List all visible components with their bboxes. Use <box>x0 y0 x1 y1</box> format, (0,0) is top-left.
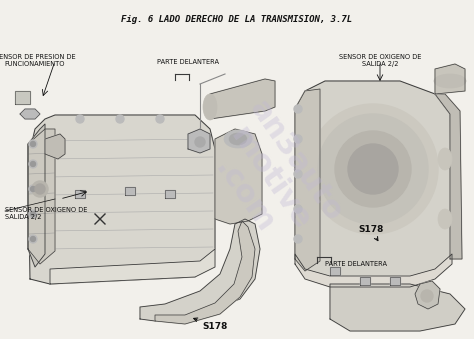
Text: S178: S178 <box>358 224 383 241</box>
Polygon shape <box>295 254 452 287</box>
Polygon shape <box>415 281 440 309</box>
Circle shape <box>29 140 37 148</box>
Polygon shape <box>188 129 210 153</box>
Circle shape <box>32 181 48 197</box>
Polygon shape <box>215 129 262 224</box>
Polygon shape <box>50 249 215 284</box>
Polygon shape <box>210 79 275 119</box>
Circle shape <box>294 235 302 243</box>
Circle shape <box>30 141 36 146</box>
Ellipse shape <box>438 148 452 170</box>
Polygon shape <box>125 187 135 195</box>
Polygon shape <box>28 115 215 284</box>
Ellipse shape <box>224 130 252 148</box>
Circle shape <box>116 115 124 123</box>
Circle shape <box>348 144 398 194</box>
Circle shape <box>76 115 84 123</box>
Polygon shape <box>28 124 45 267</box>
Text: SENSOR DE PRESION DE
FUNCIONAMIENTO: SENSOR DE PRESION DE FUNCIONAMIENTO <box>0 54 75 67</box>
Text: an3auto
motive
.com: an3auto motive .com <box>192 95 348 263</box>
Polygon shape <box>45 134 65 159</box>
Polygon shape <box>155 221 255 324</box>
Polygon shape <box>295 89 320 271</box>
Circle shape <box>30 161 36 166</box>
Polygon shape <box>360 277 370 285</box>
Circle shape <box>294 105 302 113</box>
Polygon shape <box>330 267 340 275</box>
Circle shape <box>294 205 302 213</box>
Text: PARTE DELANTERA: PARTE DELANTERA <box>325 261 387 267</box>
Text: PARTE DELANTERA: PARTE DELANTERA <box>157 59 219 65</box>
Circle shape <box>29 160 37 168</box>
Circle shape <box>156 115 164 123</box>
Polygon shape <box>435 94 462 259</box>
Circle shape <box>29 210 37 218</box>
Circle shape <box>294 135 302 143</box>
Circle shape <box>29 235 37 243</box>
Polygon shape <box>75 190 85 198</box>
Ellipse shape <box>229 133 247 145</box>
Polygon shape <box>330 284 465 331</box>
Polygon shape <box>390 277 400 285</box>
Circle shape <box>195 137 205 147</box>
Circle shape <box>308 104 438 234</box>
Ellipse shape <box>434 74 466 88</box>
Circle shape <box>294 170 302 178</box>
Text: Fig. 6 LADO DERECHO DE LA TRANSMISION, 3.7L: Fig. 6 LADO DERECHO DE LA TRANSMISION, 3… <box>121 15 353 23</box>
Polygon shape <box>295 81 452 281</box>
Circle shape <box>30 212 36 217</box>
Circle shape <box>30 237 36 241</box>
Polygon shape <box>20 109 40 119</box>
Ellipse shape <box>438 209 452 229</box>
Polygon shape <box>435 64 465 94</box>
Circle shape <box>335 131 411 207</box>
Text: SENSOR DE OXIGENO DE
SALIDA 2/2: SENSOR DE OXIGENO DE SALIDA 2/2 <box>339 54 421 67</box>
Circle shape <box>30 186 36 192</box>
Polygon shape <box>140 219 260 321</box>
Polygon shape <box>165 190 175 198</box>
Ellipse shape <box>203 94 217 120</box>
Text: S178: S178 <box>194 318 228 331</box>
Circle shape <box>29 185 37 193</box>
Polygon shape <box>28 129 55 264</box>
Polygon shape <box>15 91 30 104</box>
Circle shape <box>421 290 433 302</box>
Circle shape <box>35 184 45 194</box>
Circle shape <box>318 114 428 224</box>
Text: SENSOR DE OXIGENO DE
SALIDA 2/2: SENSOR DE OXIGENO DE SALIDA 2/2 <box>5 207 87 220</box>
